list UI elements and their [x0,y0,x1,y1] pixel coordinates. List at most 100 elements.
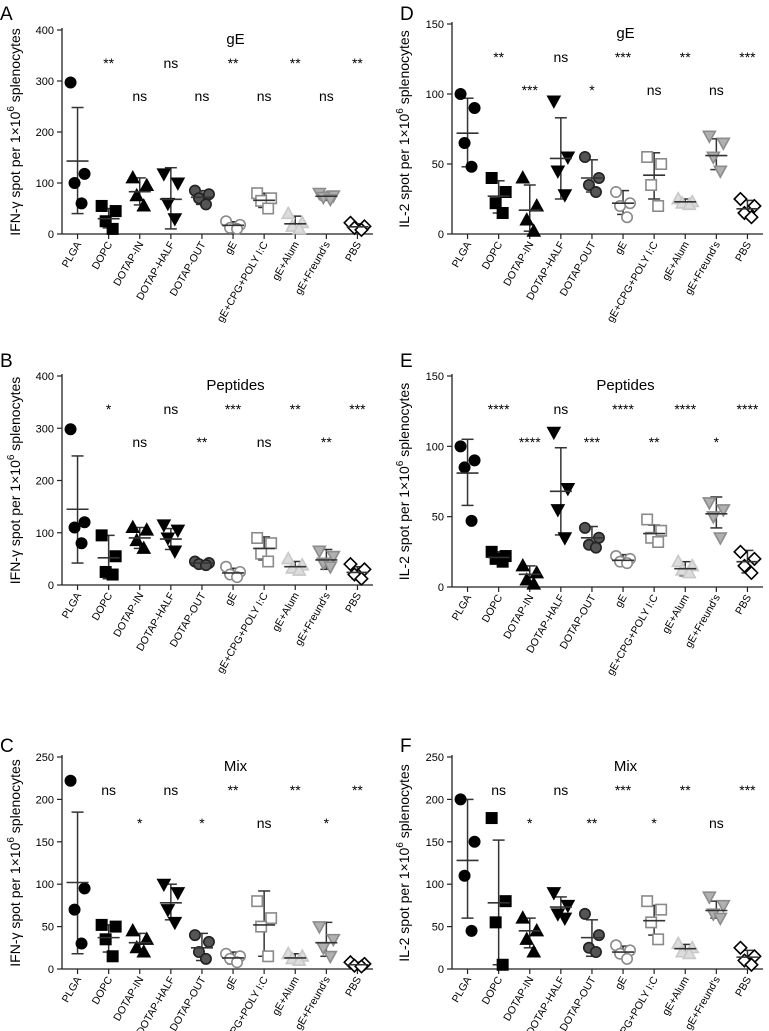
group-7 [670,191,700,211]
group-3 [546,426,576,546]
significance-label: ** [321,434,332,450]
data-point [557,189,573,203]
significance-label: ** [290,782,301,798]
significance-label: ns [257,88,272,104]
data-point [526,223,542,237]
significance-label: ** [196,434,207,450]
data-point [737,205,752,221]
data-point [265,537,278,550]
data-point [496,555,509,568]
group-6 [251,531,278,568]
data-point [499,186,512,199]
data-point [64,423,77,436]
data-point [733,940,748,956]
significance-label: ns [195,88,210,104]
data-point [712,532,728,546]
group-3 [546,95,576,203]
significance-label: *** [739,782,756,798]
panel-e: E Peptides 0 50 100 150 IL-2 spot per 1×106 sp… [395,351,763,678]
data-point [291,952,307,967]
data-point [614,200,627,213]
y-tick-label: 150 [426,19,444,31]
x-tick-label: gE+Alum [270,239,302,282]
data-point [641,151,654,164]
data-point [670,553,686,568]
data-point [747,198,762,214]
x-tick-label: DOPC [480,592,506,625]
y-tick-label: 50 [432,512,444,524]
group-6 [641,895,668,946]
panel-d: DgE 0 50 100 150 IL-2 spot per 1×106 splenocy… [395,4,763,325]
data-point [95,199,108,212]
data-point [529,565,545,579]
x-tick-label: gE+Alum [270,974,302,1017]
y-axis-label: IFN-γ spot per 1×106 splenocytes [6,759,23,967]
x-tick-label: PBS [343,240,364,264]
data-point [167,545,183,559]
group-3 [156,878,186,931]
data-point [64,76,77,89]
data-point [95,918,108,931]
x-tick-label: DOTAP-IN [111,975,146,1024]
data-point [280,551,296,565]
group-2 [125,922,155,958]
data-point [592,929,605,942]
data-point [737,953,752,968]
significance-label: ns [553,782,568,798]
group-6 [641,513,668,548]
group-4 [188,184,215,211]
y-tick-label: 150 [426,371,444,383]
x-tick-label: gE+CPG+POLY I:C [215,590,271,675]
data-point [99,215,112,228]
data-point [129,532,145,547]
y-tick-label: 400 [36,25,54,37]
data-point [251,531,264,544]
data-point [199,198,212,211]
x-tick-label: PBS [733,240,754,264]
data-point [645,916,658,929]
significance-label: ns [319,88,334,104]
significance-label: **** [612,401,634,417]
y-tick-label: 250 [36,752,54,764]
group-7 [280,945,310,967]
significance-label: **** [519,434,541,450]
data-point [655,524,668,537]
data-point [129,187,145,202]
group-3 [156,519,186,559]
data-point [744,565,759,581]
data-point [715,504,731,518]
significance-label: ns [163,55,178,71]
x-tick-label: gE+CPG+POLY I:C [215,239,271,324]
data-point [578,907,591,920]
data-point [519,931,535,945]
data-point [468,102,481,115]
significance-label: ** [103,55,114,71]
data-point [325,550,341,565]
x-tick-label: gE+Alum [660,239,692,282]
significance-label: * [106,401,112,417]
y-tick-label: 50 [432,159,444,171]
group-2 [515,558,545,590]
panel-title: Peptides [206,377,264,394]
x-tick-label: gE+Alum [660,974,692,1017]
data-point [733,544,748,560]
data-point [458,461,471,474]
data-point [560,483,576,497]
data-point [202,935,215,948]
data-point [737,558,752,574]
data-point [652,200,665,213]
data-point [621,211,634,224]
data-point [78,167,91,180]
data-point [265,192,278,205]
significance-label: ns [163,401,178,417]
y-tick-label: 0 [438,964,444,976]
data-point [156,519,172,533]
data-point [322,950,338,965]
data-point [325,933,341,948]
data-point [68,521,81,534]
y-tick-label: 250 [426,752,444,764]
data-point [550,165,566,179]
data-point [255,920,268,933]
group-7 [670,935,700,960]
group-5 [220,560,247,584]
